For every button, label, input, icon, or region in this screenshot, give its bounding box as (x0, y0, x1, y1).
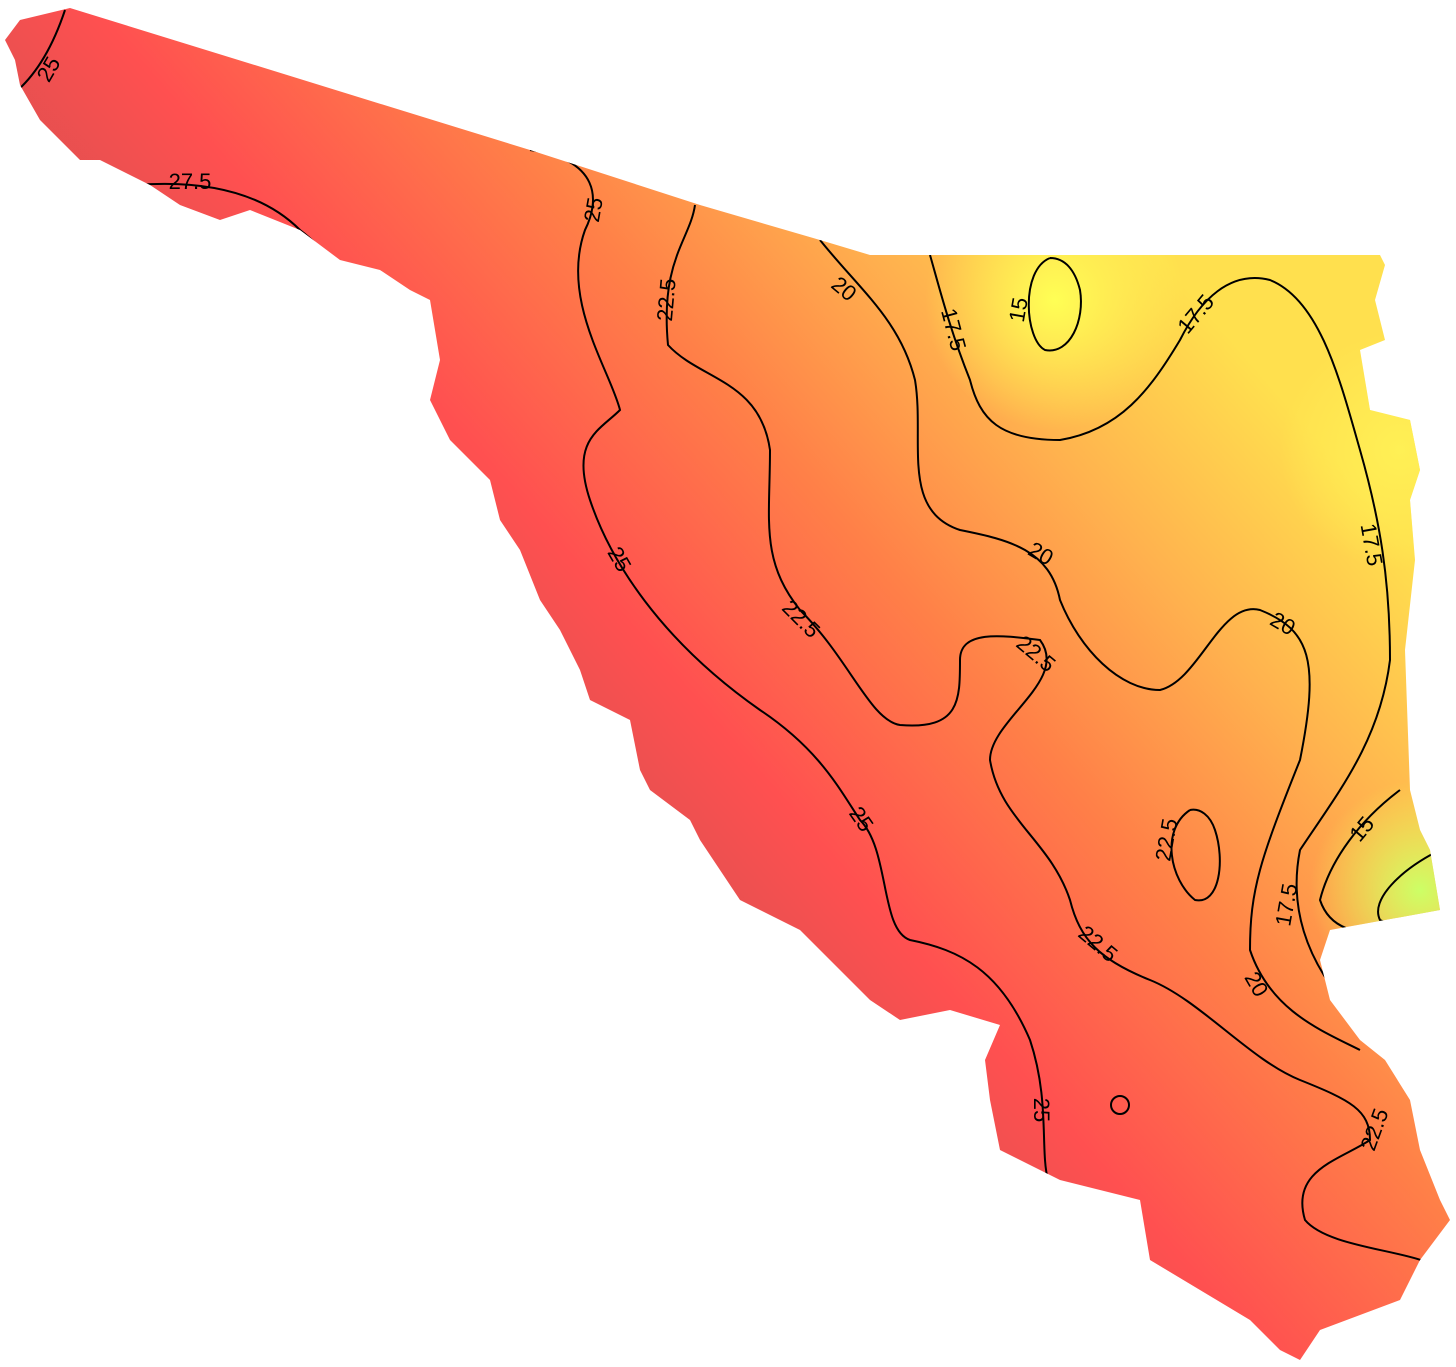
contour-label: 27.5 (169, 169, 212, 194)
contour-label: 25 (579, 195, 608, 223)
contour-label: 15 (1004, 295, 1033, 323)
contour-label: 22.5 (652, 277, 681, 322)
contour-label: 25 (1029, 1098, 1054, 1122)
